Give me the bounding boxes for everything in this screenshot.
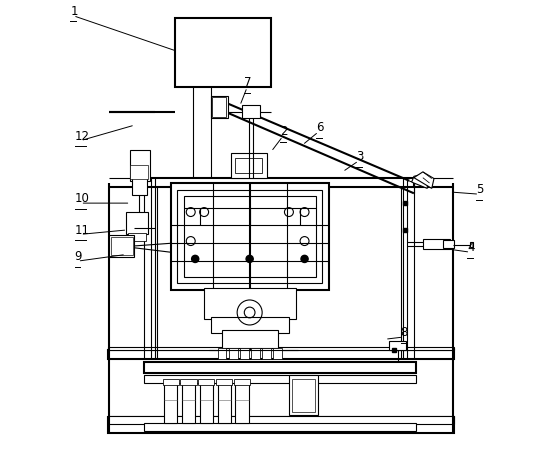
Bar (110, 235, 134, 256)
Text: 3: 3 (356, 150, 363, 163)
Bar (108, 347, 454, 351)
Text: 11: 11 (74, 224, 90, 237)
Bar (198, 379, 214, 385)
Bar (217, 382, 231, 423)
Bar (234, 379, 250, 385)
Bar (211, 317, 289, 333)
Polygon shape (414, 172, 434, 189)
Bar (222, 330, 278, 348)
Bar (144, 178, 414, 188)
Bar (204, 288, 296, 319)
Bar (235, 158, 262, 173)
Bar (289, 375, 318, 415)
Bar (212, 97, 226, 117)
Bar (144, 361, 416, 373)
Bar (292, 378, 315, 412)
Polygon shape (412, 174, 427, 189)
Bar (470, 243, 473, 247)
Text: 6: 6 (316, 121, 323, 134)
Bar (251, 348, 260, 360)
Text: 2: 2 (280, 126, 287, 139)
Bar (175, 18, 271, 87)
Bar (242, 105, 260, 118)
Circle shape (246, 255, 253, 262)
Bar (178, 190, 323, 284)
Bar (262, 348, 271, 360)
Text: 1: 1 (70, 5, 78, 18)
Bar (108, 417, 454, 433)
Bar (132, 178, 147, 195)
Bar (171, 183, 329, 290)
Bar (443, 240, 454, 248)
Text: 9: 9 (74, 250, 82, 263)
Bar (108, 416, 454, 424)
Bar (130, 165, 148, 179)
Text: 7: 7 (244, 76, 252, 89)
Circle shape (301, 255, 308, 262)
Bar (217, 348, 226, 360)
Bar (111, 238, 133, 255)
Bar (211, 96, 228, 118)
Bar (180, 379, 197, 385)
Bar (184, 196, 316, 277)
Circle shape (192, 255, 199, 262)
Bar (235, 382, 249, 423)
Text: 4: 4 (468, 242, 475, 254)
Bar (126, 212, 148, 234)
Bar (182, 382, 195, 423)
Text: 8: 8 (400, 326, 408, 339)
Bar (144, 423, 416, 431)
Bar (423, 239, 450, 249)
Bar (216, 379, 232, 385)
Text: 12: 12 (74, 130, 90, 143)
Bar (128, 233, 146, 241)
Bar (108, 350, 454, 360)
Bar (273, 348, 282, 360)
Bar (389, 341, 407, 351)
Bar (200, 382, 213, 423)
Bar (129, 149, 150, 181)
Text: 10: 10 (74, 192, 90, 205)
Bar (164, 382, 178, 423)
Bar (228, 348, 237, 360)
Bar (231, 153, 267, 178)
Bar (162, 379, 179, 385)
Bar (144, 374, 416, 382)
Text: 5: 5 (477, 184, 484, 196)
Bar (240, 348, 249, 360)
